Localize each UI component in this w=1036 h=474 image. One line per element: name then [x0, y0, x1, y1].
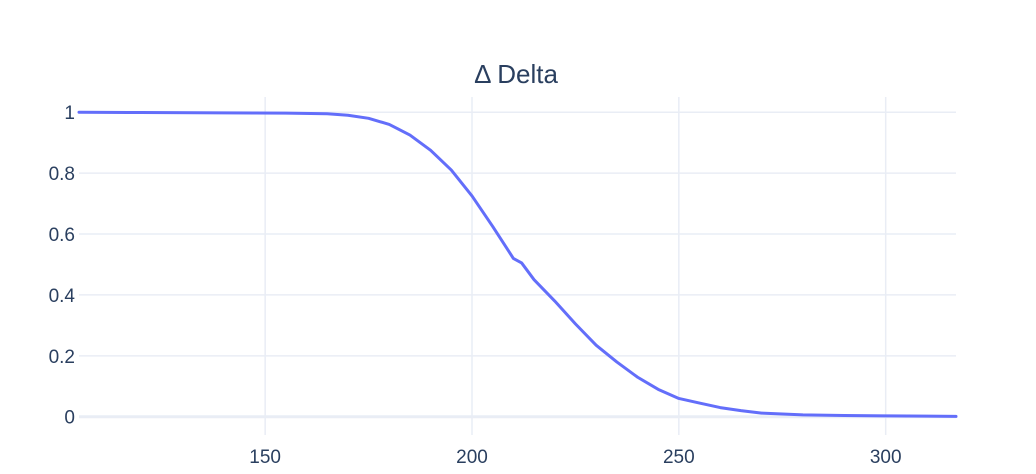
- y-tick-label-0: 0: [64, 408, 75, 429]
- chart-title: Δ Delta: [474, 59, 558, 89]
- series-line-0: [77, 110, 958, 418]
- x-tick-label-1: 200: [456, 447, 488, 468]
- series-group: [77, 110, 958, 418]
- x-axis-tick-labels: 150 200 250 300: [249, 447, 901, 468]
- y-tick-label-1: 0.2: [49, 347, 75, 368]
- x-tick-label-0: 150: [249, 447, 281, 468]
- y-tick-label-5: 1: [64, 103, 75, 124]
- y-tick-label-2: 0.4: [49, 286, 76, 307]
- y-axis-tick-labels: 0 0.2 0.4 0.6 0.8 1: [49, 103, 76, 429]
- x-gridlines: [264, 97, 887, 435]
- y-gridlines: [79, 111, 956, 419]
- x-tick-label-2: 250: [663, 447, 695, 468]
- y-tick-label-4: 0.8: [49, 164, 75, 185]
- x-tick-label-3: 300: [870, 447, 902, 468]
- y-tick-label-3: 0.6: [49, 225, 75, 246]
